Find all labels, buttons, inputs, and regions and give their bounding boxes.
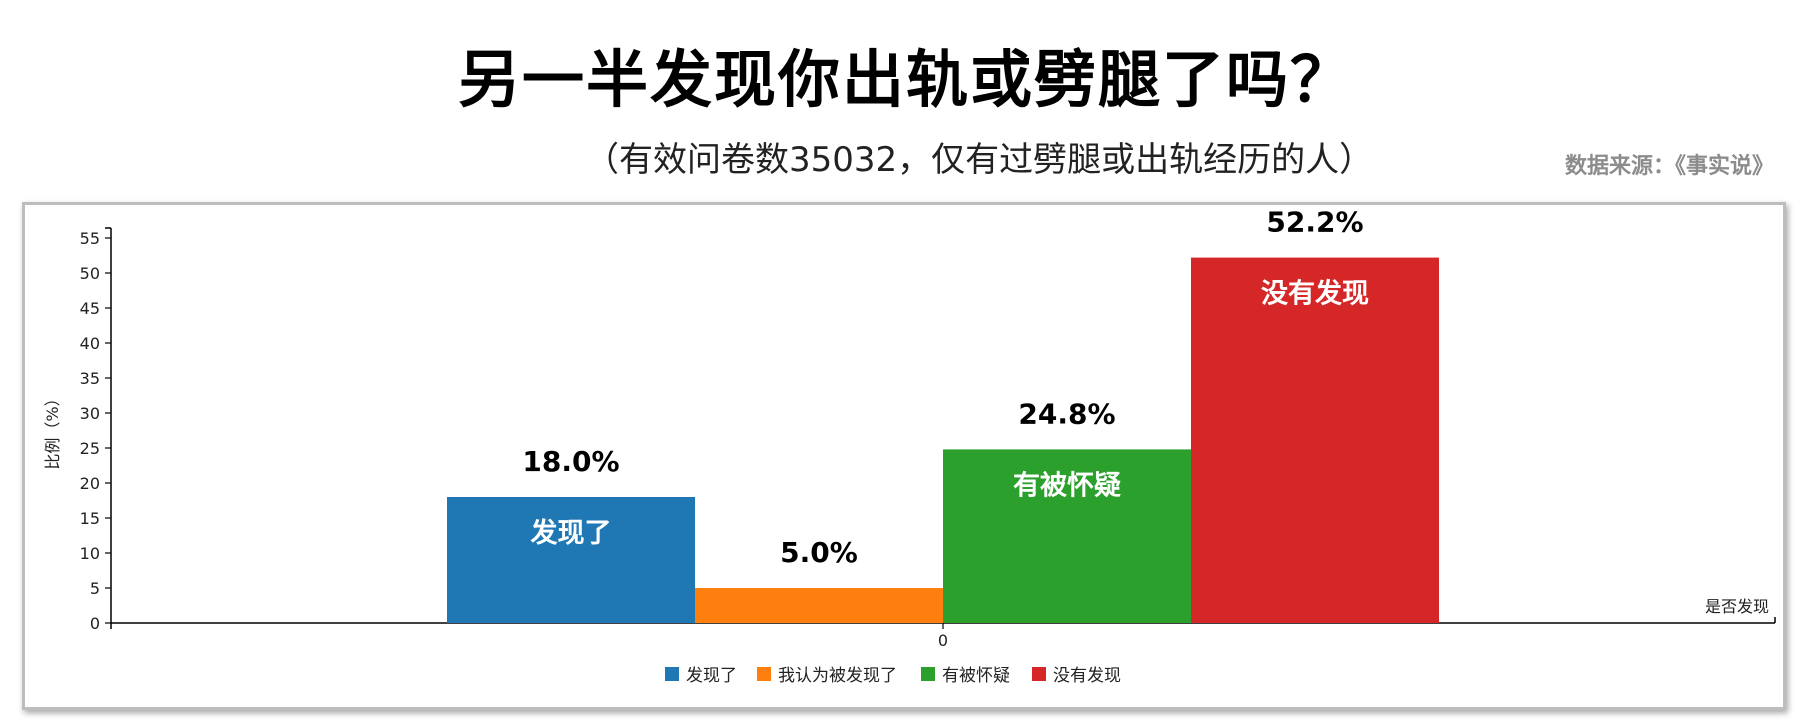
- legend-swatch-0: [665, 667, 679, 681]
- bar-0: [447, 497, 695, 623]
- bar-3: [1191, 257, 1439, 623]
- y-axis-title: 比例（%）: [43, 390, 62, 469]
- x-axis-title: 是否发现: [1705, 597, 1769, 616]
- bar-inner-label: 没有发现: [1261, 278, 1369, 310]
- y-tick-label: 15: [80, 509, 100, 528]
- y-tick-label: 10: [80, 544, 100, 563]
- y-tick-label: 30: [80, 404, 100, 423]
- chart-title: 另一半发现你出轨或劈腿了吗？: [457, 43, 1354, 116]
- legend-swatch-3: [1032, 667, 1046, 681]
- data-source: 数据来源：《事实说》: [1564, 153, 1774, 179]
- bars: 18.0% 发现了 5.0% 24.8% 有被怀疑 52.2% 没有发现: [447, 206, 1439, 623]
- chart-frame: [22, 202, 1786, 710]
- y-tick-label: 50: [80, 264, 100, 283]
- chart-subtitle: （有效问卷数35032，仅有过劈腿或出轨经历的人）: [585, 140, 1374, 180]
- y-tick-label: 25: [80, 439, 100, 458]
- y-tick-label: 45: [80, 299, 100, 318]
- legend-label: 发现了: [686, 666, 737, 686]
- data-label: 18.0%: [522, 445, 619, 478]
- bar-inner-label: 有被怀疑: [1013, 470, 1121, 501]
- legend-label: 有被怀疑: [942, 666, 1010, 686]
- y-axis: 0 5 10 15 20 25 30 35 40 45 50 55 比例（%）: [43, 227, 112, 633]
- x-tick-label: 0: [938, 631, 948, 650]
- y-tick-label: 0: [90, 614, 100, 633]
- y-tick-label: 40: [80, 334, 100, 353]
- bar-2: [943, 449, 1191, 623]
- data-label: 24.8%: [1018, 397, 1115, 430]
- legend-swatch-1: [757, 667, 771, 681]
- y-tick-label: 20: [80, 474, 100, 493]
- legend: 发现了 我认为被发现了 有被怀疑 没有发现: [665, 666, 1121, 686]
- legend-label: 没有发现: [1053, 666, 1121, 686]
- legend-swatch-2: [921, 667, 935, 681]
- y-tick-label: 5: [90, 579, 100, 598]
- data-label: 52.2%: [1266, 206, 1363, 239]
- y-tick-label: 55: [80, 229, 100, 248]
- legend-label: 我认为被发现了: [778, 666, 897, 686]
- bar-inner-label: 发现了: [530, 517, 612, 549]
- data-label: 5.0%: [780, 536, 858, 569]
- y-tick-label: 35: [80, 369, 100, 388]
- bar-1: [695, 588, 943, 623]
